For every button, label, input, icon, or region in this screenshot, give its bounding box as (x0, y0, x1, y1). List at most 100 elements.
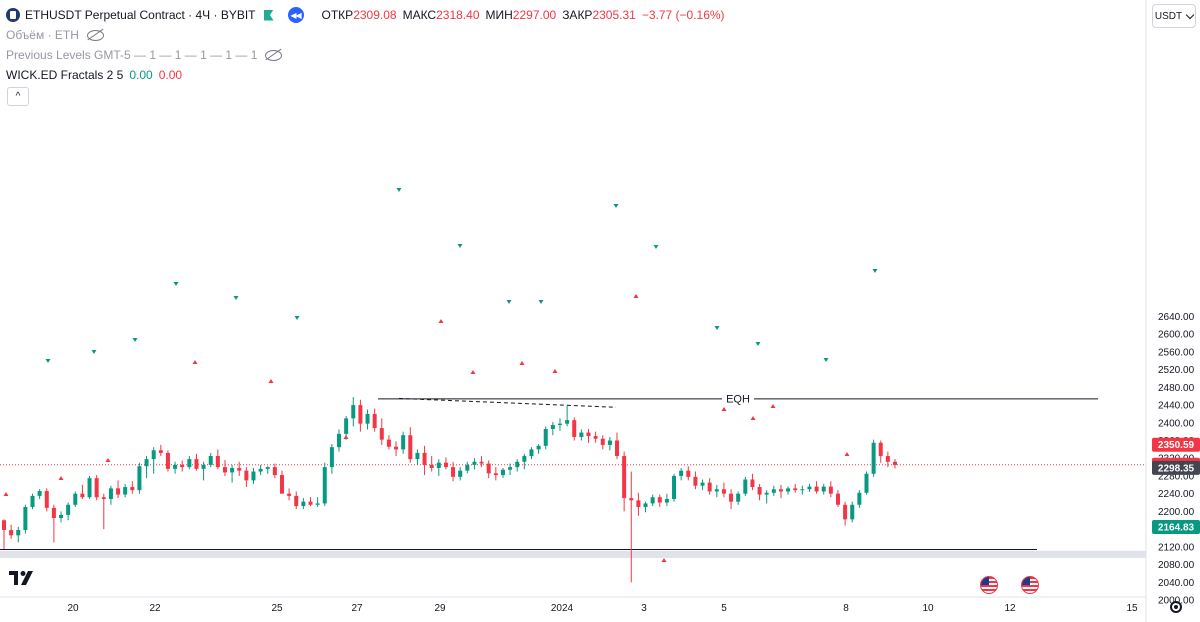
candle-body (515, 461, 520, 468)
candle-body (258, 468, 263, 472)
candle-body (615, 440, 620, 457)
fractal-high-marker (872, 269, 878, 273)
candle-body (201, 464, 206, 469)
symbol-title[interactable]: ETHUSDT Perpetual Contract · 4Ч · BYBIT (25, 8, 256, 22)
us-flag-event-icon[interactable] (980, 576, 998, 594)
prev-levels-label: Previous Levels GMT-5 — 1 — 1 — 1 — 1 — … (6, 48, 258, 62)
volume-legend[interactable]: Объём · ETH (6, 28, 104, 42)
candle-body (215, 456, 220, 468)
collapse-legend-button[interactable]: ^ (7, 87, 29, 106)
candle-body (878, 442, 883, 457)
candle-body (778, 489, 783, 492)
y-axis-tick-label: 2280.00 (1158, 471, 1195, 482)
x-axis-tick-label: 25 (271, 603, 283, 614)
candle-body (493, 473, 498, 476)
y-axis-tick-label: 2560.00 (1158, 347, 1195, 358)
high-value: 2318.40 (436, 8, 480, 22)
candle-body (9, 530, 14, 536)
candle-body (408, 435, 413, 460)
y-axis-tick-label: 2440.00 (1158, 401, 1195, 412)
price-label-tag (1152, 519, 1200, 534)
candle-body (451, 467, 456, 477)
candle-body (828, 486, 833, 494)
flag-icon[interactable] (263, 9, 274, 21)
y-axis-tick-label: 2400.00 (1158, 418, 1195, 429)
fractals-legend[interactable]: WICK.ED Fractals 2 5 0.00 0.00 (6, 68, 182, 82)
prev-levels-legend[interactable]: Previous Levels GMT-5 — 1 — 1 — 1 — 1 — … (6, 48, 283, 62)
open-value: 2309.08 (353, 8, 397, 22)
candle-body (344, 418, 349, 434)
candle-body (358, 405, 363, 424)
candle-body (222, 467, 227, 473)
eye-hidden-icon[interactable] (86, 29, 104, 41)
x-axis-tick-label: 10 (922, 603, 934, 614)
candle-body (272, 467, 277, 476)
candle-body (672, 475, 677, 499)
fractals-value-down: 0.00 (158, 68, 183, 82)
fractal-high-marker (396, 188, 402, 192)
fractal-low-marker (58, 476, 64, 480)
candle-body (643, 503, 648, 507)
candle-body (194, 459, 199, 469)
candle-body (94, 478, 99, 498)
candle-body (230, 467, 235, 473)
candle-body (130, 487, 135, 491)
candle-body (572, 420, 577, 437)
x-axis-tick-label: 8 (843, 603, 849, 614)
candle-body (543, 429, 548, 446)
candle-body (158, 450, 163, 453)
candle-body (721, 489, 726, 494)
close-value: 2305.31 (592, 8, 636, 22)
candle-body (871, 442, 876, 474)
fractal-low-marker (552, 369, 558, 373)
candle-body (80, 493, 85, 498)
candle-body (59, 514, 64, 519)
settings-gear-icon[interactable] (1170, 601, 1182, 613)
candle-body (764, 492, 769, 495)
candle-body (244, 470, 249, 481)
candle-body (315, 503, 320, 505)
replay-back-button[interactable]: ◀◀ (287, 7, 304, 23)
high-label: МАКС (402, 8, 437, 22)
close-label: ЗАКР (562, 8, 593, 22)
candle-body (522, 456, 527, 462)
price-label: 2350.59 (1158, 440, 1195, 451)
candle-body (108, 488, 113, 499)
candle-body (2, 520, 6, 531)
candle-body (436, 462, 441, 468)
candle-body (679, 470, 684, 476)
price-label-tag (1152, 437, 1200, 452)
fractal-low-marker (470, 370, 476, 374)
candle-body (287, 493, 292, 496)
y-axis-tick-label: 2640.00 (1158, 312, 1195, 323)
candle-body (508, 467, 513, 470)
candle-body (835, 493, 840, 505)
candle-body (301, 501, 306, 507)
candle-body (251, 471, 256, 481)
currency-select[interactable]: USDT (1152, 4, 1196, 28)
candle-body (750, 479, 755, 488)
candle-body (401, 435, 406, 450)
candle-body (800, 489, 805, 491)
candle-body (187, 459, 192, 468)
us-flag-event-icon[interactable] (1021, 576, 1039, 594)
fractal-high-marker (755, 342, 761, 346)
x-axis-tick-label: 22 (149, 603, 161, 614)
candle-body (337, 433, 342, 448)
candle-body (850, 504, 855, 520)
eye-hidden-icon[interactable] (265, 49, 283, 61)
candle-body (814, 486, 819, 492)
candle-body (123, 487, 128, 495)
fractal-high-marker (823, 358, 829, 362)
fractal-high-marker (538, 300, 544, 304)
fractal-low-marker (343, 435, 349, 439)
candle-body (864, 473, 869, 493)
candle-body (479, 461, 484, 464)
candle-body (16, 530, 21, 536)
fractal-high-marker (457, 244, 463, 248)
fractal-low-marker (192, 360, 198, 364)
tradingview-logo-icon[interactable] (9, 571, 37, 585)
candle-body (714, 489, 719, 492)
candle-body (729, 493, 734, 502)
